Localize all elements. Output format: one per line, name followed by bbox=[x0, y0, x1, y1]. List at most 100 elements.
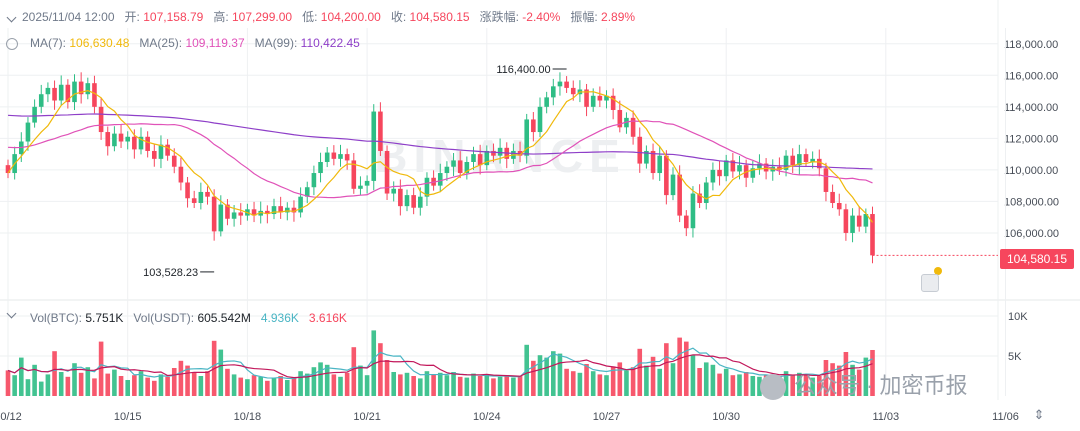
volume-bar bbox=[457, 376, 463, 396]
volume-bar bbox=[391, 372, 396, 396]
ma25-value: 109,119.37 bbox=[185, 36, 245, 50]
candle-body bbox=[205, 191, 210, 197]
change-value: -2.40% bbox=[522, 10, 561, 24]
candle-body bbox=[238, 212, 244, 216]
wechat-icon bbox=[760, 374, 786, 401]
candle-body bbox=[291, 207, 297, 213]
candle-body bbox=[78, 81, 84, 95]
volume-tick-label: 5K bbox=[1008, 351, 1022, 363]
axis-resize-icon[interactable]: ⇕ bbox=[1033, 407, 1045, 422]
volume-ma-short-line bbox=[7, 347, 873, 380]
volume-bar bbox=[418, 378, 423, 396]
candle-body bbox=[697, 193, 702, 203]
candle-body bbox=[285, 207, 290, 213]
volume-bar bbox=[25, 379, 31, 396]
candle-body bbox=[723, 160, 729, 177]
candle-body bbox=[118, 133, 124, 142]
volume-bar bbox=[624, 370, 629, 396]
volume-bar bbox=[464, 377, 470, 396]
candle-body bbox=[145, 136, 150, 151]
candle-body bbox=[570, 87, 576, 95]
vol-btc-value: 5.751K bbox=[85, 311, 124, 325]
volume-bar bbox=[344, 372, 350, 396]
candle-body bbox=[72, 81, 77, 103]
candle-body bbox=[763, 163, 769, 172]
volume-bar bbox=[205, 371, 210, 396]
current-price-tag: 104,580.15 bbox=[1000, 249, 1074, 269]
volume-bar bbox=[338, 376, 343, 396]
volume-bar bbox=[85, 367, 91, 396]
volume-bar bbox=[810, 377, 815, 396]
candle-body bbox=[830, 191, 835, 203]
volume-bar bbox=[5, 370, 11, 396]
ma-settings-icon[interactable] bbox=[6, 38, 18, 50]
volume-bar bbox=[544, 357, 549, 396]
candle-body bbox=[604, 95, 609, 101]
vol-usdt-label: Vol(USDT): bbox=[133, 311, 195, 325]
volume-bar bbox=[271, 378, 277, 396]
screenshot-icon[interactable] bbox=[921, 274, 939, 292]
candle-body bbox=[418, 196, 423, 208]
candle-body bbox=[398, 188, 403, 207]
candle-body bbox=[597, 95, 603, 101]
volume-bar bbox=[577, 372, 583, 396]
open-value: 107,158.79 bbox=[143, 10, 204, 24]
low-value: 104,200.00 bbox=[320, 10, 381, 24]
candle-body bbox=[198, 191, 204, 203]
candle-body bbox=[38, 94, 44, 107]
volume-bar bbox=[225, 368, 230, 396]
volume-bar bbox=[823, 360, 829, 396]
volume-bar bbox=[231, 374, 237, 396]
candle-body bbox=[644, 150, 649, 164]
candle-body bbox=[491, 150, 496, 156]
price-tick-label: 106,000.00 bbox=[1004, 228, 1059, 240]
wechat-label: 公众号 · 加密币报 bbox=[794, 373, 968, 398]
volume-bar bbox=[32, 364, 37, 396]
volume-bar bbox=[451, 372, 456, 396]
volume-bar bbox=[737, 374, 742, 396]
volume-bar bbox=[843, 352, 849, 396]
candle-body bbox=[817, 158, 822, 169]
volume-bar bbox=[238, 377, 244, 396]
volume-bar bbox=[783, 371, 789, 396]
volume-bar bbox=[158, 374, 164, 396]
candle-body bbox=[258, 210, 263, 216]
candle-body bbox=[304, 187, 310, 197]
candle-body bbox=[105, 132, 111, 147]
candle-body bbox=[371, 111, 377, 181]
candle-body bbox=[251, 209, 257, 216]
candle-body bbox=[544, 97, 549, 107]
candle-body bbox=[630, 117, 636, 137]
volume-bar bbox=[132, 375, 137, 396]
candle-body bbox=[524, 119, 529, 156]
volume-bar bbox=[684, 341, 689, 396]
volume-bar bbox=[152, 380, 157, 396]
volume-bar bbox=[637, 348, 643, 396]
volume-bar bbox=[703, 362, 709, 396]
volume-bar bbox=[511, 377, 516, 396]
time-tick-label: 10/15 bbox=[114, 411, 142, 423]
volume-bar bbox=[491, 378, 496, 396]
candle-body bbox=[464, 162, 470, 174]
volume-bar bbox=[677, 337, 682, 396]
volume-bar bbox=[171, 368, 177, 396]
candle-body bbox=[710, 169, 716, 183]
volume-bar bbox=[178, 360, 184, 396]
candle-body bbox=[165, 144, 170, 156]
candle-body bbox=[564, 81, 569, 88]
volume-bar bbox=[191, 372, 197, 396]
amplitude-label: 振幅: bbox=[570, 10, 598, 24]
low-label: 低: bbox=[302, 10, 318, 24]
volume-bar bbox=[650, 356, 656, 396]
volume-bar bbox=[444, 375, 450, 396]
candle-body bbox=[411, 195, 416, 208]
candle-body bbox=[703, 182, 709, 203]
candle-body bbox=[730, 160, 736, 172]
volume-bar bbox=[411, 376, 416, 396]
candle-body bbox=[298, 196, 303, 213]
candle-body bbox=[437, 173, 443, 186]
candle-body bbox=[52, 87, 57, 101]
candle-body bbox=[98, 106, 104, 133]
candle-body bbox=[803, 154, 809, 162]
